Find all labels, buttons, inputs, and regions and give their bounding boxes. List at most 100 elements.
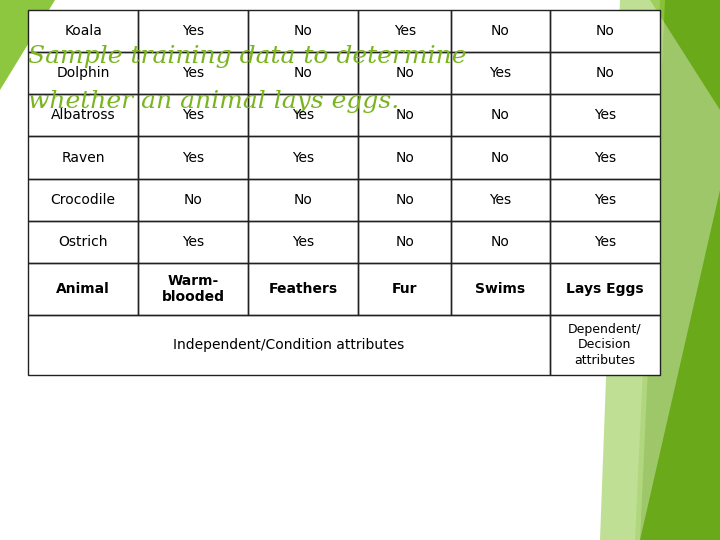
Bar (451, 52, 550, 94)
Bar (550, 52, 660, 94)
Bar (28, 94, 138, 137)
Bar (451, 263, 550, 315)
Bar (138, 221, 248, 263)
Text: Yes: Yes (292, 109, 315, 123)
Bar (138, 52, 248, 94)
Bar (359, 263, 451, 315)
Bar (451, 263, 550, 315)
Bar (138, 179, 248, 221)
Bar (359, 52, 451, 94)
Bar (138, 10, 248, 52)
Text: No: No (491, 109, 510, 123)
Text: No: No (395, 151, 414, 165)
Text: Yes: Yes (182, 151, 204, 165)
Bar (550, 221, 660, 263)
Bar (248, 137, 359, 179)
Text: Yes: Yes (292, 235, 315, 249)
Text: Koala: Koala (64, 24, 102, 38)
Text: No: No (491, 151, 510, 165)
Bar (28, 137, 138, 179)
Bar (550, 94, 660, 137)
Bar (28, 137, 138, 179)
Bar (28, 94, 138, 137)
Bar (550, 221, 660, 263)
Bar (28, 179, 138, 221)
Bar (359, 10, 451, 52)
Bar (138, 263, 248, 315)
Bar (248, 137, 359, 179)
Text: No: No (294, 66, 313, 80)
Bar (550, 94, 660, 137)
Text: No: No (294, 193, 313, 207)
Polygon shape (0, 0, 55, 90)
Text: No: No (491, 24, 510, 38)
Bar (451, 221, 550, 263)
Text: Yes: Yes (594, 235, 616, 249)
Bar (550, 315, 660, 375)
Bar (359, 221, 451, 263)
Bar (359, 94, 451, 137)
Bar (248, 10, 359, 52)
Bar (550, 315, 660, 375)
Text: whether an animal lays eggs.: whether an animal lays eggs. (28, 90, 400, 113)
Text: Lays Eggs: Lays Eggs (566, 282, 644, 296)
Bar (138, 52, 248, 94)
Text: Animal: Animal (56, 282, 110, 296)
Text: No: No (491, 235, 510, 249)
Text: Fur: Fur (392, 282, 418, 296)
Polygon shape (590, 0, 720, 540)
Bar (359, 52, 451, 94)
Bar (248, 52, 359, 94)
Text: Yes: Yes (292, 151, 315, 165)
Bar (138, 137, 248, 179)
Text: Ostrich: Ostrich (58, 235, 108, 249)
Bar (550, 263, 660, 315)
Bar (28, 263, 138, 315)
Text: Dependent/
Decision
attributes: Dependent/ Decision attributes (568, 323, 642, 367)
Text: No: No (184, 193, 203, 207)
Bar (359, 94, 451, 137)
Text: Yes: Yes (394, 24, 416, 38)
Text: Yes: Yes (182, 66, 204, 80)
Bar (28, 52, 138, 94)
Bar (28, 221, 138, 263)
Bar (359, 179, 451, 221)
Bar (248, 94, 359, 137)
Bar (138, 179, 248, 221)
Bar (550, 179, 660, 221)
Text: Yes: Yes (182, 235, 204, 249)
Text: Yes: Yes (490, 193, 512, 207)
Bar (359, 10, 451, 52)
Bar (28, 221, 138, 263)
Bar (359, 263, 451, 315)
Text: Independent/Condition attributes: Independent/Condition attributes (174, 338, 405, 352)
Bar (451, 10, 550, 52)
Text: Yes: Yes (594, 193, 616, 207)
Text: No: No (395, 109, 414, 123)
Bar (138, 94, 248, 137)
Text: No: No (595, 66, 614, 80)
Text: No: No (395, 193, 414, 207)
Bar (550, 137, 660, 179)
Bar (248, 221, 359, 263)
Bar (451, 94, 550, 137)
Bar (550, 179, 660, 221)
Bar (138, 221, 248, 263)
Text: Feathers: Feathers (269, 282, 338, 296)
Polygon shape (635, 0, 720, 540)
Bar (359, 179, 451, 221)
Text: Yes: Yes (594, 151, 616, 165)
Text: Sample training data to determine: Sample training data to determine (28, 45, 467, 68)
Polygon shape (600, 0, 665, 540)
Bar (138, 263, 248, 315)
Bar (28, 10, 138, 52)
Bar (248, 263, 359, 315)
Bar (550, 52, 660, 94)
Text: No: No (395, 66, 414, 80)
Text: Dolphin: Dolphin (56, 66, 109, 80)
Bar (451, 179, 550, 221)
Bar (248, 94, 359, 137)
Bar (248, 52, 359, 94)
Bar (359, 137, 451, 179)
Bar (28, 263, 138, 315)
